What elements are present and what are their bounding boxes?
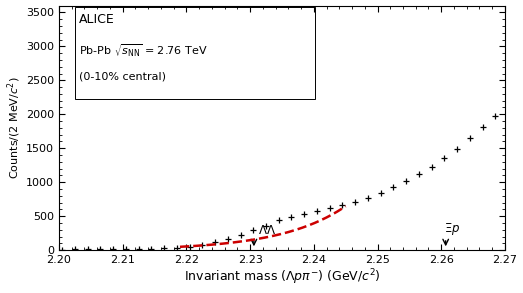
Text: $\Xi p$: $\Xi p$ [444,221,460,237]
Text: (0-10% central): (0-10% central) [79,71,166,82]
Text: $\Lambda\Lambda$: $\Lambda\Lambda$ [258,224,276,237]
X-axis label: Invariant mass ($\Lambda p\pi^{-}$) (GeV/$c^{2}$): Invariant mass ($\Lambda p\pi^{-}$) (GeV… [184,268,380,287]
Text: ALICE: ALICE [79,13,115,26]
Y-axis label: Counts/(2 MeV/$c^{2}$): Counts/(2 MeV/$c^{2}$) [6,76,23,179]
Text: Pb-Pb $\sqrt{s_{\mathrm{NN}}}$ = 2.76 TeV: Pb-Pb $\sqrt{s_{\mathrm{NN}}}$ = 2.76 Te… [79,42,208,59]
Bar [75,7,315,98]
